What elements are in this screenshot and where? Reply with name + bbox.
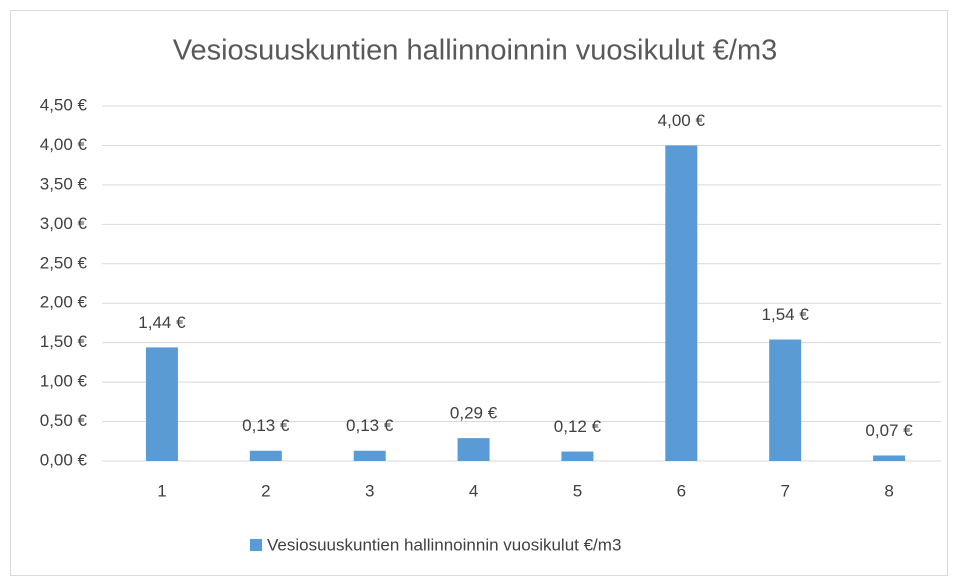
- bar: [873, 455, 906, 461]
- y-tick-label: 3,50 €: [40, 174, 88, 193]
- bar: [769, 339, 802, 461]
- chart-border: [10, 10, 948, 576]
- data-label: 0,12 €: [554, 417, 602, 436]
- bar: [353, 450, 386, 461]
- y-tick-label: 2,00 €: [40, 293, 88, 312]
- x-tick-label: 3: [365, 481, 374, 500]
- y-tick-label: 0,00 €: [40, 450, 88, 469]
- data-label: 0,13 €: [242, 416, 290, 435]
- legend-label: Vesiosuuskuntien hallinnoinnin vuosikulu…: [267, 535, 621, 554]
- data-label: 1,54 €: [762, 305, 810, 324]
- bar: [457, 438, 490, 461]
- data-label: 0,07 €: [865, 421, 913, 440]
- x-tick-label: 1: [157, 481, 166, 500]
- y-tick-label: 1,00 €: [40, 372, 88, 391]
- bar: [145, 347, 178, 461]
- chart-title: Vesiosuuskuntien hallinnoinnin vuosikulu…: [173, 35, 778, 67]
- y-tick-label: 4,00 €: [40, 135, 88, 154]
- legend-swatch: [250, 539, 262, 551]
- data-label: 1,44 €: [138, 313, 186, 332]
- bar: [561, 451, 594, 461]
- bar: [665, 145, 698, 461]
- y-tick-label: 4,50 €: [40, 95, 88, 114]
- x-tick-label: 6: [677, 481, 686, 500]
- data-label: 4,00 €: [658, 111, 706, 130]
- data-label: 0,29 €: [450, 404, 498, 423]
- x-tick-label: 5: [573, 481, 582, 500]
- y-tick-label: 1,50 €: [40, 332, 88, 351]
- y-tick-label: 0,50 €: [40, 411, 88, 430]
- y-tick-label: 2,50 €: [40, 253, 88, 272]
- x-tick-label: 7: [780, 481, 789, 500]
- x-tick-label: 2: [261, 481, 270, 500]
- bar: [249, 450, 282, 461]
- y-tick-label: 3,00 €: [40, 214, 88, 233]
- data-label: 0,13 €: [346, 416, 394, 435]
- x-tick-label: 8: [884, 481, 893, 500]
- x-tick-label: 4: [469, 481, 478, 500]
